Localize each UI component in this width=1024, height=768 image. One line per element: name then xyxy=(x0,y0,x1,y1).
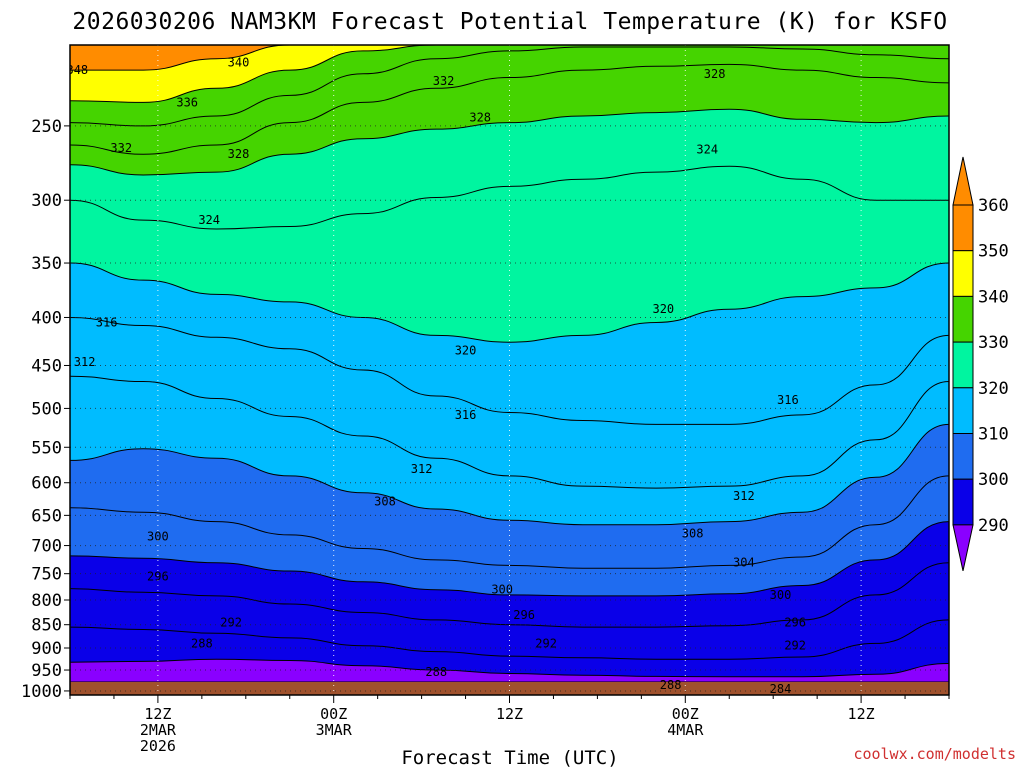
isotherm-340 xyxy=(70,45,949,103)
contour-label: 300 xyxy=(491,583,513,597)
y-tick-label: 700 xyxy=(31,537,62,557)
y-tick-label: 400 xyxy=(31,308,62,328)
y-tick-label: 950 xyxy=(31,661,62,681)
x-tick-label: 2MAR xyxy=(140,721,177,739)
contour-label: 292 xyxy=(535,636,557,650)
y-tick-label: 300 xyxy=(31,191,62,211)
isotherm-348 xyxy=(70,45,949,71)
x-axis-label: Forecast Time (UTC) xyxy=(401,747,618,768)
y-tick-label: 250 xyxy=(31,117,62,137)
colorbar-label: 340 xyxy=(978,287,1009,307)
contour-label: 328 xyxy=(228,147,250,161)
isotherm-320 xyxy=(70,262,949,343)
contour-label: 348 xyxy=(66,63,88,77)
y-tick-label: 850 xyxy=(31,616,62,636)
colorbar-segment xyxy=(952,387,974,434)
contour-label: 324 xyxy=(198,213,220,227)
contour-label: 300 xyxy=(770,588,792,602)
colorbar-label: 310 xyxy=(978,425,1009,445)
colorbar-extend-top xyxy=(952,156,974,206)
contour-label: 312 xyxy=(733,489,755,503)
colorbar-segment xyxy=(952,478,974,526)
colorbar-segment xyxy=(952,204,974,252)
colorbar-label: 350 xyxy=(978,242,1009,262)
contour-label: 292 xyxy=(784,639,806,653)
isotherm-292 xyxy=(70,619,949,660)
x-tick-label: 12Z xyxy=(144,705,171,723)
colorbar-label: 290 xyxy=(978,516,1009,536)
contour-label: 312 xyxy=(74,355,96,369)
y-tick-label: 350 xyxy=(31,254,62,274)
x-tick-label: 4MAR xyxy=(667,721,704,739)
contour-label: 320 xyxy=(455,344,477,358)
isotherm-332 xyxy=(70,63,949,155)
x-tick-label: 00Z xyxy=(320,705,347,723)
y-tick-label: 800 xyxy=(31,591,62,611)
y-tick-label: 650 xyxy=(31,506,62,526)
contour-label: 292 xyxy=(220,615,242,629)
colorbar-segment xyxy=(952,341,974,389)
contour-label: 328 xyxy=(704,67,726,81)
contour-label: 284 xyxy=(770,682,792,696)
colorbar-segment xyxy=(952,295,974,343)
contour-label: 316 xyxy=(455,408,477,422)
ground-strip xyxy=(70,682,949,695)
contour-label: 304 xyxy=(733,556,755,570)
credit-link[interactable]: coolwx.com/modelts xyxy=(853,745,1016,763)
colorbar-segment xyxy=(952,250,974,297)
contour-label: 300 xyxy=(147,530,169,544)
colorbar-extend-bottom xyxy=(952,524,974,572)
colorbar-label: 320 xyxy=(978,379,1009,399)
y-tick-label: 550 xyxy=(31,438,62,458)
colorbar-label: 330 xyxy=(978,333,1009,353)
x-tick-label: 00Z xyxy=(672,705,699,723)
x-tick-label: 2026 xyxy=(140,737,176,755)
colorbar-label: 300 xyxy=(978,470,1009,490)
y-tick-label: 750 xyxy=(31,565,62,585)
contour-label: 320 xyxy=(652,302,674,316)
grid-lines xyxy=(70,45,949,695)
contour-label: 316 xyxy=(96,316,118,330)
contour-label: 288 xyxy=(191,636,213,650)
isotherm-288 xyxy=(70,658,949,678)
contour-label: 296 xyxy=(784,615,806,629)
isotherm-336 xyxy=(70,46,949,127)
contour-label: 288 xyxy=(425,665,447,679)
y-tick-label: 1000 xyxy=(21,682,62,702)
contour-label: 324 xyxy=(696,143,718,157)
chart-title: 2026030206 NAM3KM Forecast Potential Tem… xyxy=(72,9,947,35)
contour-label: 308 xyxy=(374,494,396,508)
contour-label: 336 xyxy=(176,95,198,109)
x-tick-label: 12Z xyxy=(848,705,875,723)
contour-label: 308 xyxy=(682,527,704,541)
isotherm-300 xyxy=(70,521,949,597)
contour-labels: 348 340 336 332 328 332 328 328 324 324 320 320 316 3… xyxy=(66,56,806,696)
contour-label: 288 xyxy=(660,678,682,692)
contour-label: 332 xyxy=(110,141,132,155)
contour-label: 296 xyxy=(513,608,535,622)
x-tick-label: 12Z xyxy=(496,705,523,723)
isotherm-324 xyxy=(70,165,949,230)
contour-label: 328 xyxy=(469,111,491,125)
y-axis: 250 300 350 400 450 500 550 600 650 700 750 800 850 9… xyxy=(21,117,70,702)
contour-label: 340 xyxy=(228,56,250,70)
colorbar-label: 360 xyxy=(978,196,1009,216)
isotherm-316 xyxy=(70,317,949,425)
contour-label: 316 xyxy=(777,393,799,407)
y-tick-label: 900 xyxy=(31,639,62,659)
colorbar-segment xyxy=(952,433,974,480)
potential-temperature-field xyxy=(70,45,949,695)
isotherm-296 xyxy=(70,562,949,628)
y-tick-label: 450 xyxy=(31,356,62,376)
contour-label: 312 xyxy=(411,462,433,476)
y-tick-label: 500 xyxy=(31,399,62,419)
contour-label: 332 xyxy=(433,74,455,88)
isotherm-328 xyxy=(70,108,949,176)
contour-label: 296 xyxy=(147,569,169,583)
colorbar: 360 350 340 330 320 310 300 290 xyxy=(952,156,1009,572)
y-tick-label: 600 xyxy=(31,474,62,494)
x-tick-label: 3MAR xyxy=(316,721,353,739)
